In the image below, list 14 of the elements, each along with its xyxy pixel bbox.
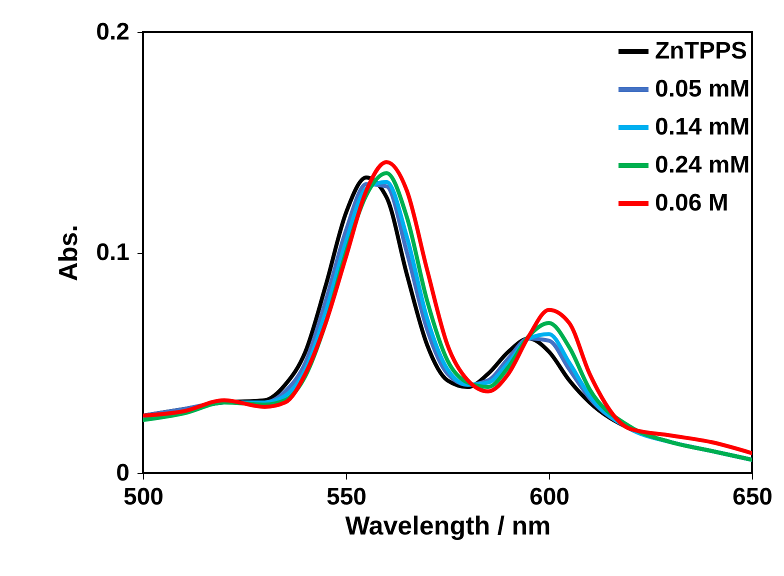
x-tick-label: 600 [529, 484, 570, 510]
y-tick-label: 0.2 [96, 18, 130, 46]
legend-label: 0.06 M [655, 190, 728, 216]
x-tick-label: 550 [326, 484, 367, 510]
y-tick-label: 0.1 [96, 239, 130, 266]
legend-label: ZnTPPS [655, 38, 748, 64]
legend-label: 0.14 mM [655, 114, 750, 140]
legend-label: 0.24 mM [655, 152, 750, 178]
y-axis-title: Abs. [53, 224, 84, 282]
legend-label: 0.05 mM [655, 76, 750, 102]
x-tick-label: 500 [123, 484, 164, 510]
x-tick-label: 650 [732, 484, 773, 510]
x-axis-title: Wavelength / nm [345, 510, 551, 540]
y-tick-label: 0 [116, 460, 130, 486]
